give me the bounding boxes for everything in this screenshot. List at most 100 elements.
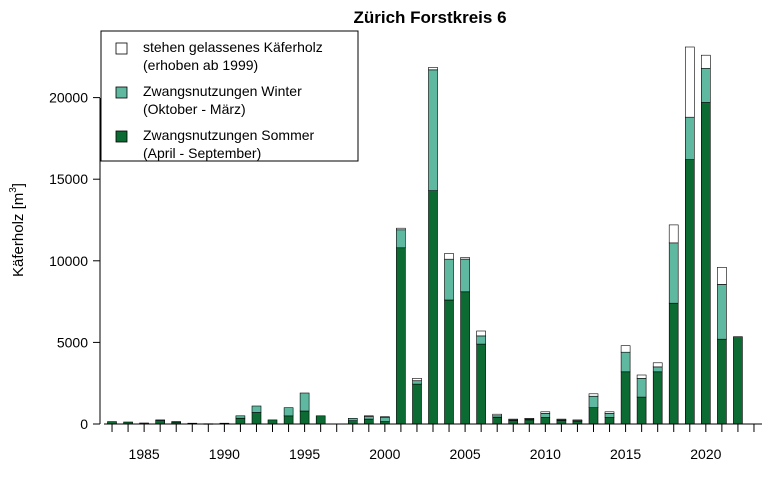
legend-sublabel-1: (Oktober - März) bbox=[143, 101, 246, 117]
bar-2016-series-0 bbox=[636, 396, 647, 425]
bar-2006-series-1 bbox=[476, 335, 486, 345]
y-tick-label-20000: 20000 bbox=[49, 90, 88, 106]
bar-2017-series-0 bbox=[652, 371, 663, 425]
legend-box bbox=[100, 30, 359, 162]
bar-2019-series-2 bbox=[684, 46, 695, 118]
bar-2010-series-0 bbox=[540, 417, 551, 425]
bar-2003-series-1 bbox=[428, 69, 438, 192]
bar-2005-series-1 bbox=[460, 258, 470, 293]
bar-2004-series-2 bbox=[444, 253, 454, 260]
chart-title: Zürich Forstkreis 6 bbox=[353, 8, 506, 27]
bar-2015-series-2 bbox=[620, 345, 631, 353]
y-tick-label-10000: 10000 bbox=[49, 253, 88, 269]
legend-swatch-2 bbox=[115, 42, 128, 55]
legend-label-1: Zwangsnutzungen Winter bbox=[143, 83, 302, 99]
legend-label-0: Zwangsnutzungen Sommer bbox=[143, 127, 315, 143]
bar-2013-series-2 bbox=[588, 393, 599, 397]
bar-2018-series-1 bbox=[668, 242, 679, 304]
bars bbox=[107, 46, 743, 425]
bar-2006-series-2 bbox=[476, 330, 486, 337]
bar-2014-series-1 bbox=[604, 413, 615, 418]
bar-1992-series-1 bbox=[251, 405, 262, 413]
bar-2006-series-0 bbox=[476, 343, 486, 425]
legend: stehen gelassenes Käferholz (erhoben ab 1… bbox=[100, 30, 359, 162]
bar-2018-series-2 bbox=[668, 224, 679, 244]
bar-1991-series-1 bbox=[235, 415, 246, 419]
bar-2010-series-1 bbox=[540, 413, 551, 418]
bar-2019-series-0 bbox=[684, 159, 695, 425]
legend-sublabel-0: (April - September) bbox=[143, 145, 261, 161]
bar-2020-series-1 bbox=[700, 67, 711, 103]
y-axis-label-superscript: 3 bbox=[8, 187, 19, 193]
bar-1993-series-0 bbox=[267, 419, 278, 425]
bar-2003-series-0 bbox=[428, 190, 438, 425]
x-tick-label-2020: 2020 bbox=[690, 446, 721, 462]
x-tick-label-2005: 2005 bbox=[450, 446, 481, 462]
bar-2021-series-0 bbox=[717, 338, 727, 425]
bar-2005-series-0 bbox=[460, 291, 470, 425]
bar-2002-series-0 bbox=[412, 383, 422, 425]
bar-1992-series-0 bbox=[251, 412, 262, 425]
bar-2013-series-0 bbox=[588, 407, 599, 425]
bar-1991-series-0 bbox=[235, 417, 246, 425]
x-tick-label-1990: 1990 bbox=[209, 446, 240, 462]
bar-2000-series-2 bbox=[380, 416, 390, 418]
bar-2003-series-2 bbox=[428, 67, 438, 71]
bar-2002-series-2 bbox=[412, 377, 422, 381]
bar-2022-series-0 bbox=[733, 336, 743, 425]
legend-swatch-0 bbox=[115, 130, 128, 143]
bar-1995-series-0 bbox=[299, 410, 310, 425]
bar-2021-series-2 bbox=[717, 266, 727, 285]
bar-2007-series-2 bbox=[492, 413, 503, 417]
legend-label-2: stehen gelassenes Käferholz bbox=[143, 39, 323, 55]
bar-2001-series-0 bbox=[396, 247, 406, 425]
bar-2020-series-0 bbox=[700, 102, 711, 425]
bar-2004-series-0 bbox=[444, 299, 454, 425]
bar-1987-series-1 bbox=[171, 421, 181, 423]
legend-swatch-1 bbox=[115, 86, 128, 99]
bar-2001-series-2 bbox=[396, 227, 406, 231]
bar-2015-series-1 bbox=[620, 351, 631, 373]
bar-2007-series-0 bbox=[492, 417, 503, 425]
bar-2009-series-0 bbox=[524, 419, 535, 425]
y-tick-label-15000: 15000 bbox=[49, 171, 88, 187]
bar-2015-series-0 bbox=[620, 371, 631, 425]
bar-2018-series-0 bbox=[668, 302, 679, 425]
bar-2011-series-2 bbox=[556, 418, 567, 421]
bar-1986-series-1 bbox=[155, 419, 165, 421]
bar-1999-series-0 bbox=[363, 418, 374, 425]
bar-1996-series-0 bbox=[315, 415, 326, 425]
bar-2005-series-2 bbox=[460, 257, 470, 260]
x-tick-label-2000: 2000 bbox=[369, 446, 400, 462]
bar-2019-series-1 bbox=[684, 116, 695, 160]
bar-2020-series-2 bbox=[700, 54, 711, 69]
bar-2001-series-1 bbox=[396, 229, 406, 249]
bar-1994-series-0 bbox=[283, 415, 294, 425]
y-tick-label-5000: 5000 bbox=[57, 334, 88, 350]
bar-2021-series-1 bbox=[717, 284, 727, 340]
bar-2009-series-2 bbox=[524, 417, 535, 420]
bar-1999-series-1 bbox=[363, 416, 374, 420]
bar-2010-series-2 bbox=[540, 411, 551, 414]
x-tick-label-2010: 2010 bbox=[530, 446, 561, 462]
y-axis-label: Käferholz [m3] bbox=[8, 183, 27, 277]
bar-2017-series-1 bbox=[652, 366, 663, 373]
bar-1999-series-2 bbox=[363, 415, 374, 417]
bar-2008-series-2 bbox=[508, 418, 519, 421]
bar-2014-series-2 bbox=[604, 411, 615, 414]
bar-1994-series-1 bbox=[283, 407, 294, 417]
x-tick-label-1995: 1995 bbox=[289, 446, 320, 462]
bar-2012-series-2 bbox=[572, 419, 583, 421]
y-tick-label-0: 0 bbox=[80, 416, 88, 432]
bar-2004-series-1 bbox=[444, 258, 454, 301]
y-axis: 0 5000 10000 15000 20000 bbox=[49, 90, 100, 432]
bar-1995-series-1 bbox=[299, 392, 310, 412]
bar-2016-series-2 bbox=[636, 374, 647, 379]
bar-2017-series-2 bbox=[652, 362, 663, 368]
bar-2002-series-1 bbox=[412, 380, 422, 385]
x-tick-label-2015: 2015 bbox=[610, 446, 641, 462]
bar-2013-series-1 bbox=[588, 395, 599, 408]
legend-sublabel-2: (erhoben ab 1999) bbox=[143, 57, 258, 73]
bar-1998-series-1 bbox=[347, 417, 358, 421]
